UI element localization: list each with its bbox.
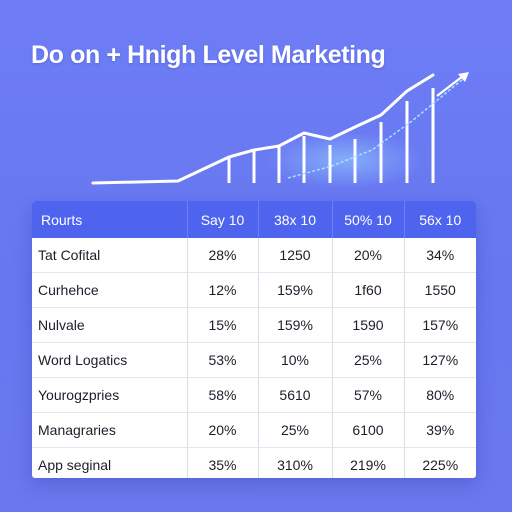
arrow-head-icon: [458, 72, 469, 82]
data-table: Rourts Say 10 38x 10 50% 10 56x 10 Tat C…: [32, 201, 476, 478]
table-cell: 57%: [332, 377, 405, 413]
table-cell: 219%: [332, 447, 405, 478]
column-header: 50% 10: [332, 201, 405, 238]
table-cell: 58%: [187, 377, 259, 413]
table-cell: 34%: [404, 238, 476, 273]
column-header: 38x 10: [258, 201, 333, 238]
row-label: App seginal: [32, 447, 188, 478]
table-cell: 25%: [332, 342, 405, 378]
table-cell: 12%: [187, 272, 259, 308]
table-cell: 20%: [332, 238, 405, 273]
table-cell: 1f60: [332, 272, 405, 308]
trend-line: [91, 73, 435, 185]
table-cell: 1550: [404, 272, 476, 308]
table-cell: 159%: [258, 272, 333, 308]
table-row: App seginal 35% 310% 219% 225%: [32, 447, 476, 478]
table-cell: 127%: [404, 342, 476, 378]
table-cell: 1590: [332, 307, 405, 343]
table-row: Nulvale 15% 159% 1590 157%: [32, 307, 476, 343]
arrow-line: [436, 75, 464, 97]
trend-chart: [91, 72, 469, 188]
table-row: Curhehce 12% 159% 1f60 1550: [32, 272, 476, 308]
table-cell: 35%: [187, 447, 259, 478]
column-header: 56x 10: [404, 201, 476, 238]
secondary-trend-line: [287, 78, 464, 179]
table-cell: 20%: [187, 412, 259, 448]
table-cell: 25%: [258, 412, 333, 448]
column-header: Rourts: [32, 201, 188, 238]
page-title: Do on + Hnigh Level Marketing: [31, 41, 386, 69]
table-cell: 15%: [187, 307, 259, 343]
row-label: Nulvale: [32, 307, 188, 343]
table-cell: 5610: [258, 377, 333, 413]
table-cell: 28%: [187, 238, 259, 273]
row-label: Managraries: [32, 412, 188, 448]
table-row: Managraries 20% 25% 6100 39%: [32, 412, 476, 448]
table-header-row: Rourts Say 10 38x 10 50% 10 56x 10: [32, 201, 476, 238]
chart-bars: [227, 88, 435, 183]
chart-glow: [265, 132, 425, 188]
row-label: Word Logatics: [32, 342, 188, 378]
table-cell: 53%: [187, 342, 259, 378]
data-table-card: Rourts Say 10 38x 10 50% 10 56x 10 Tat C…: [32, 201, 476, 478]
table-cell: 310%: [258, 447, 333, 478]
table-cell: 80%: [404, 377, 476, 413]
table-row: Yourogzpries 58% 5610 57% 80%: [32, 377, 476, 413]
table-cell: 10%: [258, 342, 333, 378]
row-label: Curhehce: [32, 272, 188, 308]
row-label: Tat Cofital: [32, 238, 188, 273]
table-cell: 1250: [258, 238, 333, 273]
table-row: Tat Cofital 28% 1250 20% 34%: [32, 238, 476, 273]
table-cell: 159%: [258, 307, 333, 343]
column-header: Say 10: [187, 201, 259, 238]
table-cell: 225%: [422, 457, 459, 473]
table-row: Word Logatics 53% 10% 25% 127%: [32, 342, 476, 378]
table-cell: 39%: [404, 412, 476, 448]
row-label: Yourogzpries: [32, 377, 188, 413]
table-cell: 157%: [404, 307, 476, 343]
table-cell: 6100: [332, 412, 405, 448]
